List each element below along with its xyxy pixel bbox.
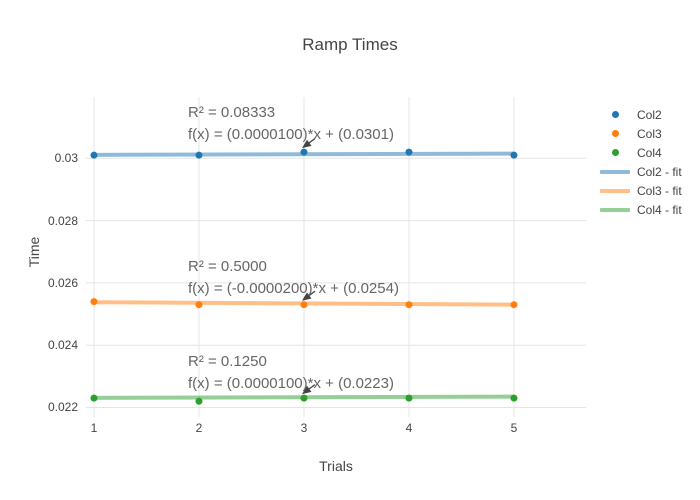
legend-line-swatch xyxy=(600,188,630,193)
annotation-arrowhead xyxy=(301,292,312,301)
legend: Col2 Col3 Col4 Col2 - fit Col3 - fit Col4 - f… xyxy=(600,105,682,219)
legend-item-col2[interactable]: Col2 xyxy=(600,105,682,124)
legend-label: Col2 - fit xyxy=(637,164,682,179)
legend-label: Col4 - fit xyxy=(637,202,682,217)
legend-item-col2-fit[interactable]: Col2 - fit xyxy=(600,162,682,181)
series-point-col2 xyxy=(510,151,518,159)
series-point-col2 xyxy=(405,148,413,156)
chart-title: Ramp Times xyxy=(302,35,398,54)
annotation-col4-fit: R² = 0.1250 f(x) = (0.0000100)*x + (0.022… xyxy=(188,351,394,395)
legend-marker-swatch xyxy=(600,149,630,156)
legend-item-col3[interactable]: Col3 xyxy=(600,124,682,143)
series-point-col4 xyxy=(510,394,518,402)
y-tick-label: 0.026 xyxy=(47,275,78,290)
series-point-col3 xyxy=(90,298,98,306)
x-tick-label: 4 xyxy=(405,421,413,435)
series-point-col4 xyxy=(300,394,308,402)
legend-item-col3-fit[interactable]: Col3 - fit xyxy=(600,181,682,200)
series-point-col4 xyxy=(195,397,203,405)
annotation-equation-text: f(x) = (-0.0000200)*x + (0.0254) xyxy=(188,280,399,297)
legend-marker-swatch xyxy=(600,111,630,118)
y-tick-label: 0.022 xyxy=(47,400,78,415)
y-tick-label: 0.03 xyxy=(54,151,78,166)
series-point-col4 xyxy=(90,394,98,402)
legend-label: Col4 xyxy=(637,145,662,160)
annotation-col2-fit: R² = 0.08333 f(x) = (0.0000100)*x + (0.03… xyxy=(188,102,394,146)
legend-item-col4[interactable]: Col4 xyxy=(600,143,682,162)
legend-item-col4-fit[interactable]: Col4 - fit xyxy=(600,200,682,219)
series-point-col3 xyxy=(510,301,518,309)
series-point-col3 xyxy=(405,301,413,309)
annotation-r2-text: R² = 0.08333 xyxy=(188,104,276,121)
series-line-icon xyxy=(600,169,630,174)
x-tick-label: 3 xyxy=(300,421,308,435)
x-tick-label: 1 xyxy=(90,421,98,435)
y-tick-label: 0.024 xyxy=(47,338,78,353)
series-line-icon xyxy=(600,188,630,193)
y-tick-label: 0.028 xyxy=(47,213,78,228)
series-point-col3 xyxy=(195,301,203,309)
annotation-arrowhead xyxy=(301,139,312,149)
annotation-equation-text: f(x) = (0.0000100)*x + (0.0301) xyxy=(188,126,394,143)
legend-line-swatch xyxy=(600,207,630,212)
x-tick-label: 5 xyxy=(510,421,518,435)
annotation-col3-fit: R² = 0.5000 f(x) = (-0.0000200)*x + (0.02… xyxy=(188,256,399,300)
annotation-r2-text: R² = 0.5000 xyxy=(188,258,267,275)
series-point-col2 xyxy=(90,151,98,159)
annotation-equation-text: f(x) = (0.0000100)*x + (0.0223) xyxy=(188,375,394,392)
series-point-col2 xyxy=(300,148,308,156)
x-axis-title: Trials xyxy=(319,458,353,474)
legend-label: Col2 xyxy=(637,107,662,122)
x-tick-label: 2 xyxy=(195,421,203,435)
series-dot-icon xyxy=(611,111,619,118)
annotation-arrowhead xyxy=(301,385,312,395)
series-point-col2 xyxy=(195,151,203,159)
series-dot-icon xyxy=(611,149,619,156)
y-axis-title-text: Time xyxy=(26,236,42,268)
series-line-icon xyxy=(600,207,630,212)
legend-line-swatch xyxy=(600,169,630,174)
annotation-r2-text: R² = 0.1250 xyxy=(188,353,267,370)
legend-label: Col3 - fit xyxy=(637,183,682,198)
legend-marker-swatch xyxy=(600,130,630,137)
legend-label: Col3 xyxy=(637,126,662,141)
series-point-col3 xyxy=(300,301,308,309)
series-dot-icon xyxy=(611,130,619,137)
series-point-col4 xyxy=(405,394,413,402)
